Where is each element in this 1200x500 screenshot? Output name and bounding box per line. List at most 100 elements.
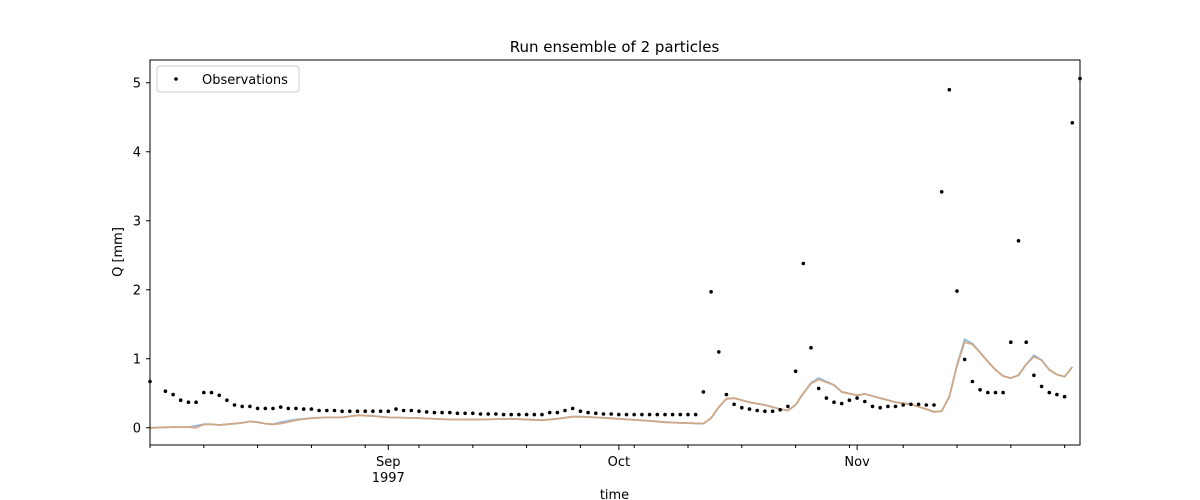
observation-point-81 xyxy=(770,409,775,414)
observation-point-8 xyxy=(209,390,214,395)
observation-point-106 xyxy=(962,357,967,362)
observation-point-58 xyxy=(594,411,598,416)
y-tick-label-2: 2 xyxy=(133,283,141,298)
observation-point-102 xyxy=(932,403,936,407)
observation-point-77 xyxy=(740,405,744,410)
observation-point-80 xyxy=(763,409,767,414)
y-axis-label: Q [mm] xyxy=(111,227,126,277)
observation-point-12 xyxy=(240,404,244,409)
observation-point-79 xyxy=(755,408,759,413)
plot-frame xyxy=(149,59,1081,446)
observation-point-68 xyxy=(670,412,675,417)
observation-point-19 xyxy=(294,406,298,411)
observation-point-26 xyxy=(348,409,352,414)
observation-point-6 xyxy=(194,400,198,405)
observation-point-113 xyxy=(1016,239,1021,243)
observation-point-10 xyxy=(225,398,229,403)
x-tick-sublabel-sep: 1997 xyxy=(372,471,405,486)
observation-point-86 xyxy=(809,345,813,350)
observation-point-22 xyxy=(317,408,321,413)
observation-point-51 xyxy=(540,412,544,417)
observation-point-64 xyxy=(640,412,644,417)
observation-point-3 xyxy=(171,392,175,397)
observation-point-28 xyxy=(363,409,368,414)
observation-point-95 xyxy=(878,405,882,410)
observation-point-82 xyxy=(778,408,782,412)
y-tick-label-4: 4 xyxy=(133,145,141,160)
legend-box xyxy=(156,65,300,93)
observation-point-83 xyxy=(786,404,790,409)
observation-point-52 xyxy=(547,410,552,415)
observation-point-45 xyxy=(494,412,498,416)
observation-point-36 xyxy=(424,410,429,414)
observation-point-29 xyxy=(371,409,375,414)
observation-point-107 xyxy=(970,379,975,384)
observation-point-34 xyxy=(409,408,414,413)
observation-point-17 xyxy=(278,405,283,409)
observation-point-49 xyxy=(524,412,529,417)
chart-title: Run ensemble of 2 particles xyxy=(510,38,720,56)
observation-point-117 xyxy=(1047,390,1052,395)
observation-point-5 xyxy=(186,400,191,405)
observation-point-66 xyxy=(655,412,660,417)
observation-point-40 xyxy=(455,411,460,416)
legend: Observations xyxy=(156,65,300,93)
observation-point-31 xyxy=(386,409,391,414)
x-tick-label-sep: Sep xyxy=(376,455,401,470)
observation-point-108 xyxy=(978,388,982,392)
observation-point-60 xyxy=(609,412,613,416)
observation-point-54 xyxy=(563,408,567,413)
observation-point-18 xyxy=(286,406,291,411)
observation-point-69 xyxy=(678,412,683,417)
observation-point-93 xyxy=(863,399,867,404)
x-tick-label-oct: Oct xyxy=(608,455,630,470)
observation-point-21 xyxy=(309,407,314,411)
observation-point-46 xyxy=(501,412,506,417)
observation-point-9 xyxy=(217,393,221,398)
observation-point-105 xyxy=(955,289,959,293)
observation-point-89 xyxy=(832,400,836,405)
observation-point-92 xyxy=(855,396,859,400)
observation-point-78 xyxy=(747,407,752,411)
observation-point-47 xyxy=(509,412,513,417)
observation-point-39 xyxy=(448,410,452,415)
y-tick-label-5: 5 xyxy=(133,76,141,91)
observation-point-30 xyxy=(378,409,383,414)
observation-point-88 xyxy=(824,396,829,400)
observation-point-101 xyxy=(924,403,929,407)
observation-point-103 xyxy=(939,190,944,194)
y-tick-label-0: 0 xyxy=(133,421,141,436)
observation-point-35 xyxy=(417,409,421,414)
observation-point-73 xyxy=(709,290,713,294)
observation-point-91 xyxy=(847,398,852,403)
observation-point-98 xyxy=(901,403,905,407)
observation-point-74 xyxy=(717,350,721,354)
observation-point-70 xyxy=(686,412,690,417)
observation-point-99 xyxy=(909,402,913,407)
observation-point-13 xyxy=(248,404,252,409)
observation-point-61 xyxy=(617,412,621,417)
observation-point-90 xyxy=(839,401,844,406)
observation-point-23 xyxy=(325,408,329,413)
observation-point-38 xyxy=(440,410,444,415)
observation-point-50 xyxy=(532,412,537,417)
legend-observations-label: Observations xyxy=(202,73,288,88)
observation-point-112 xyxy=(1009,340,1013,345)
observation-point-24 xyxy=(332,408,337,413)
observation-point-72 xyxy=(701,390,706,394)
observation-point-116 xyxy=(1039,384,1044,389)
observation-point-110 xyxy=(993,390,998,395)
observation-point-84 xyxy=(793,369,798,374)
observation-point-87 xyxy=(816,386,821,391)
y-tick-label-1: 1 xyxy=(133,352,141,367)
observation-point-100 xyxy=(916,402,921,407)
observation-point-76 xyxy=(732,402,736,407)
observation-point-42 xyxy=(471,411,475,416)
observation-point-27 xyxy=(355,409,360,414)
observation-point-56 xyxy=(578,409,583,414)
observation-point-53 xyxy=(555,410,560,415)
observation-point-20 xyxy=(301,407,306,411)
plot-area xyxy=(148,76,1082,429)
